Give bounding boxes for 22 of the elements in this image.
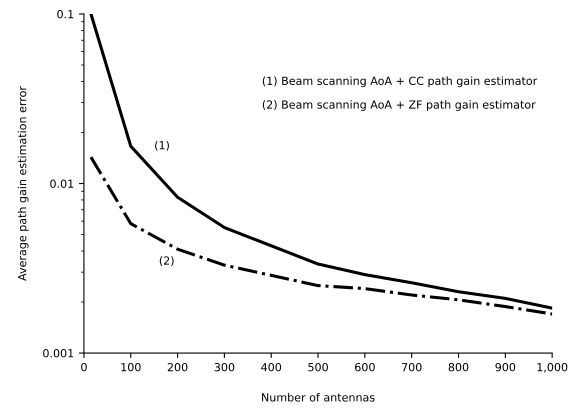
x-tick-label: 100 bbox=[121, 362, 141, 372]
x-tick-label: 500 bbox=[308, 362, 328, 372]
x-tick-label: 900 bbox=[495, 362, 516, 372]
x-tick-label: 0 bbox=[81, 362, 87, 372]
line-series bbox=[89, 14, 552, 310]
x-tick-label: 300 bbox=[214, 362, 234, 372]
x-tick-label: 600 bbox=[355, 362, 375, 372]
annotation: (1) bbox=[155, 140, 169, 151]
x-tick-label: 400 bbox=[261, 362, 282, 372]
x-tick-label: 200 bbox=[168, 362, 188, 372]
line-series bbox=[89, 156, 552, 316]
x-tick-label: 800 bbox=[448, 362, 468, 372]
y-axis-title: Average path gain estimation error bbox=[18, 86, 29, 281]
annotation: (2) Beam scanning AoA + ZF path gain estimator bbox=[262, 100, 536, 111]
annotation: (2) bbox=[160, 256, 174, 266]
y-tick-label: 0.01 bbox=[50, 179, 74, 188]
x-axis-title: Number of antennas bbox=[262, 392, 375, 402]
x-tick-label: 700 bbox=[402, 362, 422, 372]
y-tick-label: 0.001 bbox=[43, 349, 74, 358]
annotation: (1) Beam scanning AoA + CC path gain estimator bbox=[262, 76, 538, 88]
y-tick-label: 0.1 bbox=[57, 10, 74, 18]
x-tick-label: 1,000 bbox=[537, 362, 568, 373]
